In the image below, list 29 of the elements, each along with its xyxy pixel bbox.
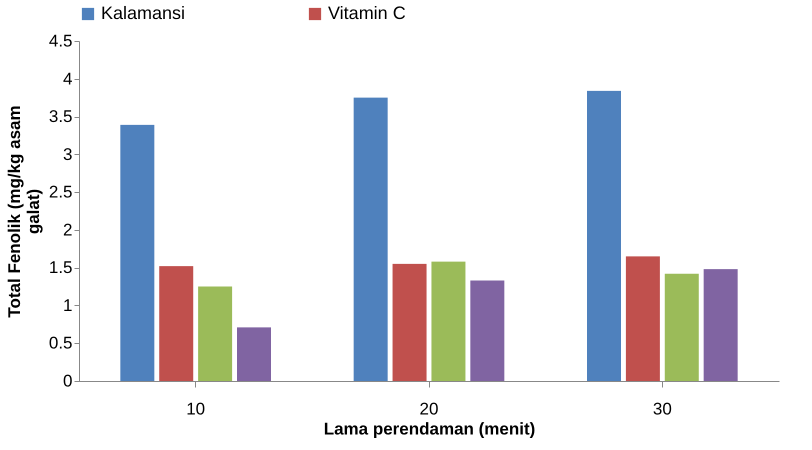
legend-label: Kalamansi [101,3,186,23]
y-axis-title: Total Fenolik (mg/kg asam galat) [4,105,43,318]
y-tick-label: 0 [63,372,72,390]
y-tick-label: 2 [63,220,72,240]
bar [470,280,504,381]
bar [626,256,660,381]
bar [664,274,699,381]
y-tick-label: 4 [63,69,72,88]
bar [704,269,738,381]
x-tick-label: 30 [652,400,672,418]
bar [392,264,427,381]
y-tick-label: 3 [63,144,72,164]
y-tick-label: 1.5 [48,258,72,278]
bar [431,262,466,381]
y-tick-label: 2.5 [48,182,72,202]
y-tick-label: 3.5 [48,107,72,126]
x-tick-label: 20 [420,400,438,418]
legend-label: Vitamin C [328,3,406,23]
bar [587,90,621,381]
y-tick-label: 1 [63,296,72,315]
y-tick-label: 0.5 [48,334,72,353]
bar [120,124,154,381]
x-tick-label: 10 [186,400,206,418]
bar [159,266,194,381]
y-tick-label: 4.5 [48,32,72,50]
bar [198,286,232,381]
x-axis-title: Lama perendaman (menit) [324,420,536,438]
bar [237,327,271,381]
bar [354,98,388,381]
